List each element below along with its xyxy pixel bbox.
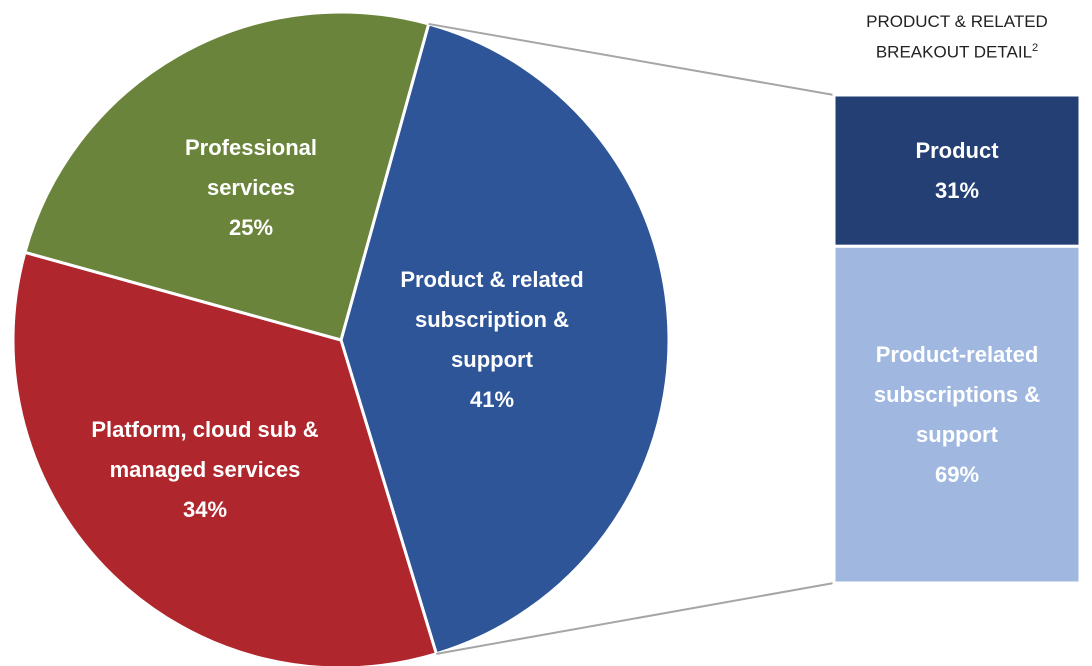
slice-label: Product & related subscription & support… [387,260,597,420]
slice-label: Professional services 25% [151,128,351,248]
connector-line [428,22,835,96]
pie-slice [339,22,671,656]
slice-value: 41% [469,387,515,412]
breakout-value: 31% [934,177,980,203]
slice-value: 34% [182,497,228,522]
pie-slice [11,250,439,666]
slice-category: Platform, cloud sub & managed services [91,417,319,482]
slice-label: Platform, cloud sub & managed services 34… [90,410,320,530]
breakout-title-note: 2 [1032,42,1039,54]
slice-category: Professional services [184,135,318,200]
breakout-title: PRODUCT & RELATED BREAKOUT DETAIL2 [837,8,1077,66]
connector-line [436,582,835,655]
slice-category: Product & related subscription & support [400,267,584,372]
breakout-label: Product-related subscriptions & support 6… [839,335,1075,495]
breakout-label: Product 31% [839,131,1075,211]
slice-value: 25% [228,215,274,240]
breakout-category: Product [915,137,999,163]
breakout-category: Product-related subscriptions & support [873,341,1041,447]
breakout-value: 69% [934,461,980,487]
pie-slice [23,10,431,342]
breakout-segment [832,244,1082,585]
breakout-title-text: PRODUCT & RELATED BREAKOUT DETAIL [866,12,1048,62]
